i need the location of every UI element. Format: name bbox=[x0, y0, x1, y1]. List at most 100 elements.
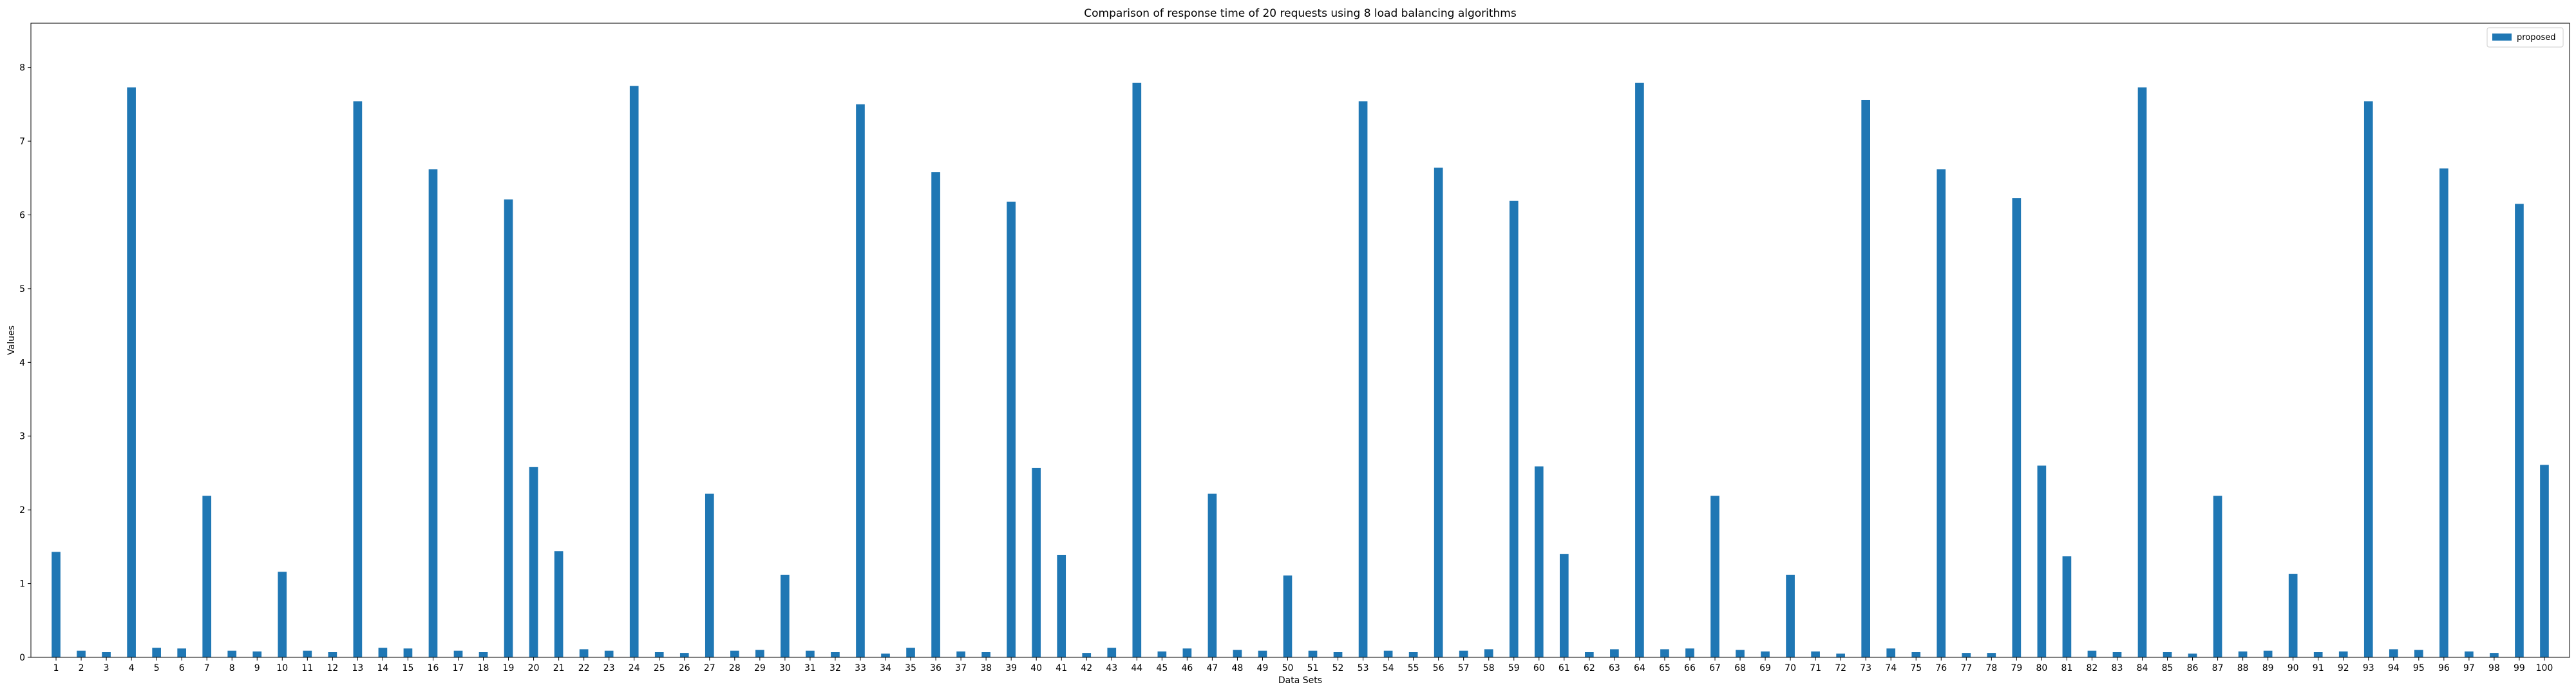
x-tick-label-65: 65 bbox=[1659, 663, 1671, 673]
x-tick-label-12: 12 bbox=[327, 663, 338, 673]
x-tick-label-95: 95 bbox=[2413, 663, 2425, 673]
x-tick-label-18: 18 bbox=[478, 663, 489, 673]
bar-23 bbox=[604, 650, 614, 657]
x-tick-label-76: 76 bbox=[1935, 663, 1947, 673]
x-tick-label-89: 89 bbox=[2262, 663, 2274, 673]
x-tick-label-31: 31 bbox=[804, 663, 816, 673]
x-tick-label-58: 58 bbox=[1483, 663, 1495, 673]
bar-80 bbox=[2037, 465, 2047, 657]
y-tick-label-2: 2 bbox=[19, 505, 25, 516]
bar-13 bbox=[353, 101, 363, 658]
x-tick-label-64: 64 bbox=[1634, 663, 1645, 673]
bar-46 bbox=[1182, 648, 1192, 657]
x-tick-label-82: 82 bbox=[2087, 663, 2098, 673]
x-tick-label-51: 51 bbox=[1307, 663, 1319, 673]
x-tick-label-9: 9 bbox=[254, 663, 260, 673]
y-tick-label-5: 5 bbox=[19, 284, 25, 295]
x-tick-label-54: 54 bbox=[1383, 663, 1394, 673]
plot-frame bbox=[30, 23, 2570, 658]
bar-60 bbox=[1534, 466, 1544, 657]
x-tick-label-50: 50 bbox=[1282, 663, 1294, 673]
bar-11 bbox=[303, 650, 312, 657]
x-tick-label-10: 10 bbox=[276, 663, 288, 673]
bar-68 bbox=[1736, 650, 1745, 657]
x-tick-label-43: 43 bbox=[1106, 663, 1117, 673]
y-tick-label-4: 4 bbox=[19, 358, 25, 368]
x-tick-label-30: 30 bbox=[779, 663, 791, 673]
x-tick-label-98: 98 bbox=[2488, 663, 2500, 673]
bar-89 bbox=[2263, 650, 2273, 657]
x-tick-label-34: 34 bbox=[880, 663, 891, 673]
bar-55 bbox=[1408, 652, 1418, 657]
bar-44 bbox=[1132, 82, 1142, 657]
x-tick-label-1: 1 bbox=[53, 663, 59, 673]
y-tick-label-3: 3 bbox=[19, 432, 25, 442]
x-tick-label-69: 69 bbox=[1759, 663, 1771, 673]
bar-85 bbox=[2163, 652, 2172, 657]
x-tick-label-25: 25 bbox=[654, 663, 665, 673]
bar-26 bbox=[679, 653, 689, 657]
bar-28 bbox=[730, 650, 739, 657]
x-tick-label-55: 55 bbox=[1408, 663, 1419, 673]
x-tick-label-17: 17 bbox=[453, 663, 464, 673]
x-tick-label-81: 81 bbox=[2061, 663, 2072, 673]
bar-6 bbox=[177, 648, 187, 657]
x-tick-label-80: 80 bbox=[2036, 663, 2047, 673]
bar-30 bbox=[781, 574, 790, 657]
bar-62 bbox=[1585, 652, 1594, 657]
x-tick-label-100: 100 bbox=[2536, 663, 2553, 673]
x-tick-label-97: 97 bbox=[2463, 663, 2475, 673]
bar-84 bbox=[2137, 87, 2147, 657]
bar-4 bbox=[127, 87, 136, 657]
x-tick-label-28: 28 bbox=[729, 663, 741, 673]
bar-73 bbox=[1861, 99, 1870, 657]
x-tick-label-45: 45 bbox=[1156, 663, 1168, 673]
bar-93 bbox=[2363, 101, 2373, 658]
bar-37 bbox=[956, 651, 965, 657]
bar-69 bbox=[1761, 651, 1770, 657]
bar-22 bbox=[579, 649, 589, 657]
x-tick-label-62: 62 bbox=[1584, 663, 1595, 673]
bar-63 bbox=[1610, 649, 1619, 657]
bar-8 bbox=[227, 650, 237, 657]
bar-16 bbox=[428, 169, 438, 657]
x-tick-label-40: 40 bbox=[1030, 663, 1042, 673]
x-tick-label-59: 59 bbox=[1508, 663, 1520, 673]
bar-70 bbox=[1786, 574, 1795, 657]
bar-77 bbox=[1962, 653, 1971, 657]
y-axis-label: Values bbox=[6, 325, 17, 355]
bar-45 bbox=[1157, 651, 1167, 657]
x-tick-label-92: 92 bbox=[2338, 663, 2349, 673]
bar-83 bbox=[2112, 652, 2122, 657]
bar-34 bbox=[881, 653, 890, 657]
y-tick-label-6: 6 bbox=[19, 210, 25, 220]
bar-2 bbox=[77, 650, 86, 657]
bar-64 bbox=[1635, 82, 1644, 657]
x-tick-label-70: 70 bbox=[1785, 663, 1796, 673]
bar-67 bbox=[1710, 496, 1719, 657]
bar-57 bbox=[1459, 650, 1468, 657]
y-tick-label-1: 1 bbox=[19, 579, 25, 590]
x-tick-label-74: 74 bbox=[1885, 663, 1897, 673]
x-tick-label-88: 88 bbox=[2237, 663, 2249, 673]
bar-48 bbox=[1233, 650, 1242, 657]
x-tick-label-15: 15 bbox=[402, 663, 414, 673]
bar-10 bbox=[278, 572, 287, 657]
x-tick-label-87: 87 bbox=[2212, 663, 2224, 673]
x-axis-label: Data Sets bbox=[1278, 675, 1322, 686]
bar-71 bbox=[1811, 651, 1820, 657]
x-tick-label-19: 19 bbox=[503, 663, 515, 673]
bar-97 bbox=[2465, 651, 2474, 657]
bar-15 bbox=[403, 648, 413, 657]
bar-92 bbox=[2338, 651, 2348, 657]
x-tick-label-56: 56 bbox=[1433, 663, 1444, 673]
x-tick-label-49: 49 bbox=[1257, 663, 1269, 673]
bar-18 bbox=[478, 652, 488, 657]
bar-79 bbox=[2012, 198, 2022, 657]
bar-65 bbox=[1660, 649, 1669, 657]
x-tick-label-35: 35 bbox=[905, 663, 916, 673]
x-tick-label-21: 21 bbox=[553, 663, 565, 673]
bar-7 bbox=[202, 496, 212, 657]
bar-52 bbox=[1333, 652, 1343, 657]
